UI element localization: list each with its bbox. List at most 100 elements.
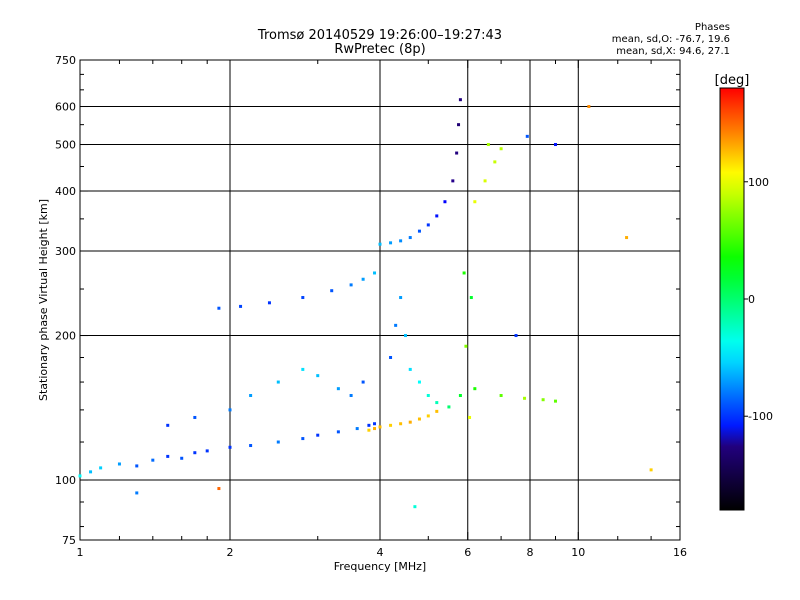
data-point	[408, 236, 412, 240]
data-point	[417, 380, 421, 384]
data-point	[443, 200, 447, 204]
data-point	[135, 491, 139, 495]
phases-mean-x: mean, sd,X: 94.6, 27.1	[616, 46, 730, 57]
data-point	[462, 271, 466, 275]
data-point	[267, 301, 271, 305]
data-point	[239, 304, 243, 308]
data-point	[451, 179, 455, 183]
y-tick-label: 100	[55, 474, 76, 487]
data-point	[541, 398, 545, 402]
data-point	[523, 396, 527, 400]
data-point	[349, 283, 353, 287]
data-point	[435, 409, 439, 413]
data-point	[483, 179, 487, 183]
x-tick-label: 6	[464, 546, 471, 559]
data-point	[464, 344, 468, 348]
data-point	[99, 466, 103, 470]
data-point	[117, 462, 121, 466]
data-point	[180, 456, 184, 460]
data-point	[417, 229, 421, 233]
data-point	[426, 223, 430, 227]
data-point	[249, 444, 253, 448]
data-point	[499, 394, 503, 398]
data-point	[301, 437, 305, 441]
data-point	[330, 289, 334, 293]
data-point	[394, 323, 398, 327]
data-point	[367, 423, 371, 427]
y-tick-label: 400	[55, 185, 76, 198]
data-point	[78, 474, 82, 478]
data-point	[408, 420, 412, 424]
data-point	[336, 430, 340, 434]
data-point	[349, 394, 353, 398]
data-point	[499, 147, 503, 151]
data-point	[514, 334, 518, 338]
data-point	[301, 296, 305, 300]
x-tick-label: 2	[227, 546, 234, 559]
data-point	[493, 160, 497, 164]
data-point	[587, 105, 591, 109]
data-point	[367, 428, 371, 432]
chart-subtitle: RwPretec (8p)	[334, 42, 426, 57]
data-point	[417, 417, 421, 421]
x-tick-label: 16	[673, 546, 687, 559]
data-point	[151, 458, 155, 462]
data-point	[403, 334, 407, 338]
phases-heading: Phases	[694, 22, 730, 33]
data-point	[447, 405, 451, 409]
data-point	[413, 505, 417, 509]
chart-title: Tromsø 20140529 19:26:00–19:27:43	[257, 28, 503, 43]
x-tick-label: 8	[527, 546, 534, 559]
data-point	[193, 415, 197, 419]
data-point	[378, 242, 382, 246]
data-point	[389, 241, 393, 245]
data-point	[649, 468, 653, 472]
data-point	[89, 470, 93, 474]
data-point	[399, 422, 403, 426]
data-point	[135, 464, 139, 468]
data-point	[301, 367, 305, 371]
data-point	[408, 367, 412, 371]
data-point	[378, 425, 382, 429]
data-point	[399, 296, 403, 300]
data-point	[316, 433, 320, 437]
data-point	[399, 239, 403, 243]
data-point	[228, 445, 232, 449]
data-point	[166, 423, 170, 427]
data-point	[458, 394, 462, 398]
data-point	[435, 401, 439, 405]
colorbar	[719, 87, 745, 511]
colorbar-tick-label: 100	[748, 176, 769, 189]
data-point	[336, 387, 340, 391]
data-point	[276, 440, 280, 444]
y-tick-label: 500	[55, 139, 76, 152]
data-point	[205, 449, 209, 453]
y-tick-label: 75	[62, 534, 76, 547]
data-point	[389, 423, 393, 427]
data-point	[361, 380, 365, 384]
data-point	[316, 374, 320, 378]
y-tick-label: 200	[55, 330, 76, 343]
colorbar-label: [deg]	[715, 73, 750, 88]
data-point	[469, 296, 473, 300]
data-point	[217, 487, 221, 491]
data-point	[276, 380, 280, 384]
data-point	[525, 134, 529, 138]
data-point	[553, 143, 557, 147]
data-point	[435, 214, 439, 218]
data-point	[486, 143, 490, 147]
data-point	[468, 415, 472, 419]
data-point	[553, 399, 557, 403]
y-tick-label: 750	[55, 54, 76, 67]
data-point	[625, 236, 629, 240]
x-tick-label: 4	[377, 546, 384, 559]
x-tick-label: 1	[77, 546, 84, 559]
data-point	[426, 394, 430, 398]
phases-mean-o: mean, sd,O: -76.7, 19.6	[611, 34, 730, 45]
data-point	[426, 414, 430, 418]
data-point	[355, 427, 359, 431]
colorbar-tick-label: -100	[748, 410, 773, 423]
data-point	[193, 451, 197, 455]
data-point	[373, 422, 377, 426]
